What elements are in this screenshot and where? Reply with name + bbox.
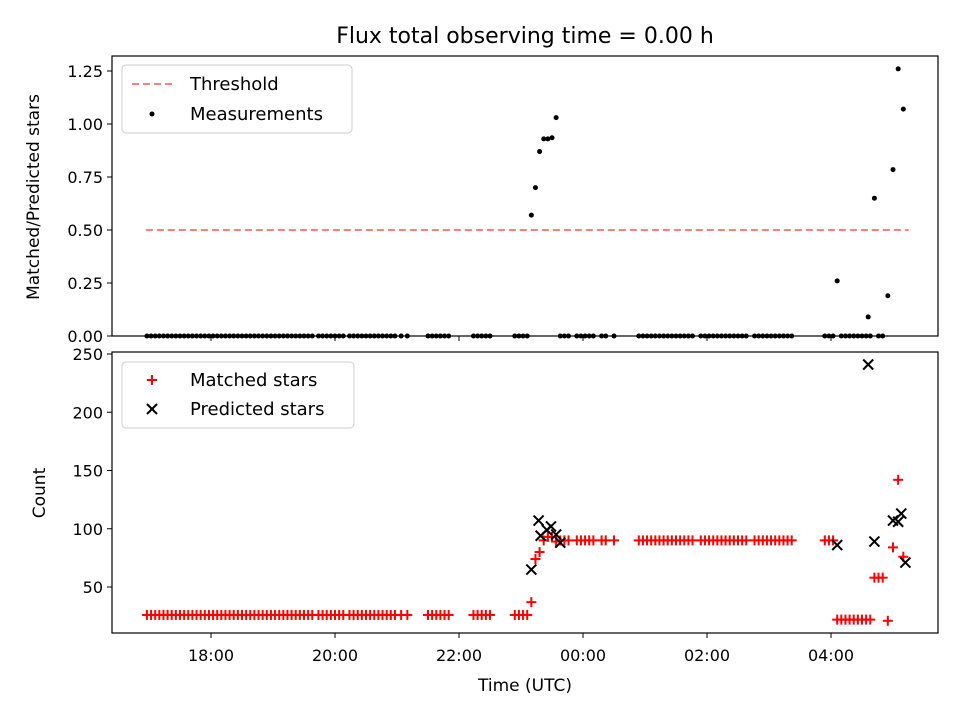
measurement-point [871, 195, 877, 201]
bottom-y-tick-label: 50 [83, 578, 103, 597]
matched-star-point [534, 547, 545, 558]
matched-star-point [522, 609, 533, 620]
top-y-tick-label: 1.25 [67, 62, 103, 81]
x-tick-label: 22:00 [436, 646, 482, 665]
legend-matched-label: Matched stars [190, 370, 317, 391]
matched-star-point [526, 597, 537, 608]
matched-star-point [609, 535, 619, 546]
bottom-y-axis-label: Count [30, 467, 50, 518]
matched-star-point [893, 474, 904, 485]
bottom-y-tick-label: 250 [72, 345, 103, 364]
legend-predicted-label: Predicted stars [190, 399, 324, 420]
predicted-star-point [831, 539, 843, 551]
legend-measurements-label: Measurements [190, 104, 323, 125]
measurement-point [890, 167, 896, 173]
matched-star-point [485, 609, 495, 620]
top-axes: 0.00 0.25 0.50 0.75 1.00 1.25 Matched/Predict… [24, 55, 939, 346]
x-tick-label: 02:00 [684, 646, 730, 665]
chart-title: Flux total observing time = 0.00 h [336, 24, 714, 49]
predicted-star-point [895, 507, 907, 520]
x-tick-label: 04:00 [808, 646, 854, 665]
bottom-axes: 50 100 150 200 250 18:00 20:00 22:00 00:00 02:00… [30, 345, 939, 696]
matched-star-point [865, 614, 876, 625]
x-axis-label: Time (UTC) [477, 676, 572, 696]
top-y-tick-label: 1.00 [67, 115, 103, 134]
top-axes-frame [111, 55, 939, 337]
legend-matched-swatch [147, 375, 157, 385]
predicted-star-point [532, 514, 545, 527]
matched-star-point [877, 572, 888, 583]
measurement-point [537, 149, 543, 155]
top-legend: Threshold Measurements [121, 64, 353, 134]
predicted-star-point [525, 563, 538, 576]
measurement-point [545, 136, 551, 142]
measurement-point [834, 278, 840, 284]
bottom-y-tick-label: 200 [72, 403, 103, 422]
matched-star-point [882, 615, 893, 626]
top-y-tick-label: 0.00 [67, 327, 103, 346]
predicted-star-point [550, 528, 562, 541]
x-tick-label: 20:00 [312, 646, 358, 665]
measurement-point [900, 106, 906, 112]
measurement-point [532, 185, 538, 191]
top-y-tick-label: 0.75 [67, 168, 103, 187]
matched-star-point [530, 554, 541, 565]
predicted-star-point [862, 358, 874, 371]
measurement-point [541, 136, 547, 142]
measurement-point [553, 115, 559, 121]
predicted-star-point [554, 537, 566, 549]
measurement-point [885, 293, 891, 299]
matched-star-point [443, 609, 454, 620]
matched-star-point [888, 542, 898, 553]
matched-star-point [402, 609, 413, 620]
bottom-y-tick-label: 150 [72, 462, 103, 481]
legend-measurements-swatch [149, 111, 155, 117]
measurement-point [895, 66, 901, 72]
legend-predicted-swatch [146, 403, 158, 415]
x-tick-label: 18:00 [188, 646, 234, 665]
measurement-point [865, 314, 871, 320]
bottom-axes-frame [111, 351, 939, 634]
measurement-point [549, 135, 555, 141]
bottom-y-tick-label: 100 [72, 520, 103, 539]
measurement-point [528, 212, 534, 218]
predicted-star-point [545, 520, 557, 533]
legend-threshold-label: Threshold [189, 74, 279, 95]
x-tick-label: 00:00 [560, 646, 606, 665]
predicted-star-point [868, 535, 881, 548]
top-y-axis-label: Matched/Predicted stars [24, 94, 44, 300]
top-y-tick-label: 0.50 [67, 221, 103, 240]
top-y-tick-label: 0.25 [67, 274, 103, 293]
predicted-star-point [892, 516, 904, 528]
bottom-legend: Matched stars Predicted stars [121, 361, 355, 429]
matched-star-point [786, 535, 797, 546]
predicted-star-point [899, 556, 912, 569]
